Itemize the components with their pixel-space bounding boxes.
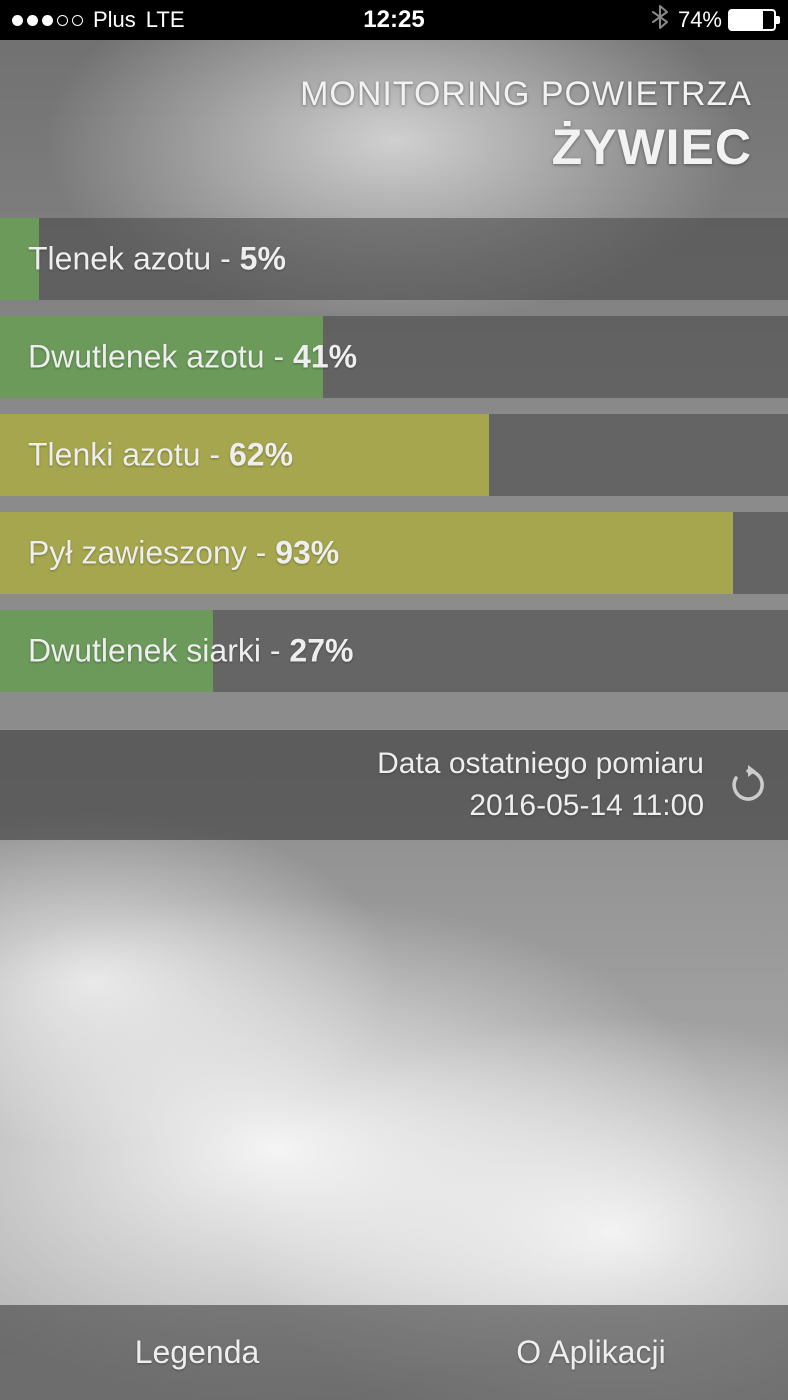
pollutant-label: Pył zawieszony - 93% bbox=[28, 535, 339, 572]
pollutant-name: Pył zawieszony bbox=[28, 535, 247, 571]
pollutant-label: Tlenki azotu - 62% bbox=[28, 437, 293, 474]
status-left: Plus LTE bbox=[12, 7, 185, 33]
signal-dot bbox=[57, 15, 68, 26]
battery-icon bbox=[728, 9, 776, 31]
pollutant-pct: 62% bbox=[229, 437, 293, 473]
page-header: MONITORING POWIETRZA ŻYWIEC bbox=[0, 40, 788, 198]
pollutant-name: Dwutlenek siarki bbox=[28, 633, 261, 669]
pollutant-row[interactable]: Pył zawieszony - 93% bbox=[0, 512, 788, 594]
background-clouds bbox=[0, 0, 788, 1400]
about-button[interactable]: O Aplikacji bbox=[394, 1305, 788, 1400]
pollutant-pct: 93% bbox=[275, 535, 339, 571]
pollutant-pct: 41% bbox=[293, 339, 357, 375]
pollutant-label: Tlenek azotu - 5% bbox=[28, 241, 286, 278]
battery-pct-label: 74% bbox=[678, 7, 722, 33]
pollutant-row[interactable]: Tlenek azotu - 5% bbox=[0, 218, 788, 300]
status-right: 74% bbox=[652, 5, 776, 35]
battery-indicator: 74% bbox=[678, 7, 776, 33]
pollutant-name: Tlenki azotu bbox=[28, 437, 201, 473]
last-measurement-panel: Data ostatniego pomiaru 2016-05-14 11:00 bbox=[0, 730, 788, 840]
last-measurement-timestamp: 2016-05-14 11:00 bbox=[377, 785, 704, 827]
pollutant-row[interactable]: Tlenki azotu - 62% bbox=[0, 414, 788, 496]
pollutant-row[interactable]: Dwutlenek azotu - 41% bbox=[0, 316, 788, 398]
signal-dot bbox=[42, 15, 53, 26]
page-title: ŻYWIEC bbox=[0, 118, 752, 176]
bottom-bar: Legenda O Aplikacji bbox=[0, 1305, 788, 1400]
pollutant-name: Dwutlenek azotu bbox=[28, 339, 265, 375]
bluetooth-icon bbox=[652, 5, 668, 35]
signal-dot bbox=[27, 15, 38, 26]
pollutant-label: Dwutlenek siarki - 27% bbox=[28, 633, 353, 670]
pollutant-name: Tlenek azotu bbox=[28, 241, 211, 277]
signal-dot bbox=[72, 15, 83, 26]
pollutant-pct: 5% bbox=[240, 241, 286, 277]
signal-dot bbox=[12, 15, 23, 26]
page-subtitle: MONITORING POWIETRZA bbox=[0, 75, 752, 114]
status-bar: Plus LTE 12:25 74% bbox=[0, 0, 788, 40]
legend-button[interactable]: Legenda bbox=[0, 1305, 394, 1400]
pollutant-row[interactable]: Dwutlenek siarki - 27% bbox=[0, 610, 788, 692]
last-measurement-label: Data ostatniego pomiaru bbox=[377, 743, 704, 785]
carrier-label: Plus bbox=[93, 7, 136, 33]
battery-fill bbox=[730, 11, 763, 29]
signal-dots bbox=[12, 15, 83, 26]
status-time: 12:25 bbox=[363, 6, 424, 34]
network-label: LTE bbox=[146, 7, 185, 33]
pollutant-pct: 27% bbox=[289, 633, 353, 669]
pollutant-bars: Tlenek azotu - 5% Dwutlenek azotu - 41% Tl… bbox=[0, 218, 788, 692]
pollutant-label: Dwutlenek azotu - 41% bbox=[28, 339, 357, 376]
refresh-icon bbox=[728, 765, 768, 805]
last-measurement-text: Data ostatniego pomiaru 2016-05-14 11:00 bbox=[377, 743, 704, 827]
refresh-button[interactable] bbox=[726, 763, 770, 807]
